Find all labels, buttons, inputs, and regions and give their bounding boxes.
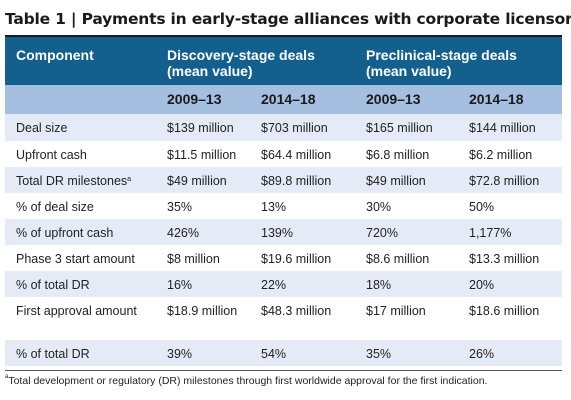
table-row: Phase 3 start amount $8 million $19.6 mill… [5,245,562,271]
row-label-text: % of total DR [16,278,90,292]
table-header-row: Component Discovery-stage deals (mean va… [5,37,562,85]
table-row: Upfront cash $11.5 million $64.4 million $6… [5,141,562,167]
table-row: Deal size $139 million $703 million $165 mi… [5,114,562,141]
row-label-text: Deal size [16,121,68,135]
table-cell: 35% [366,347,392,361]
header-preclinical-line2: (mean value) [366,63,452,79]
table-cell: 39% [167,347,193,361]
row-label: First approval amount [16,303,166,319]
table-cell: $8.6 million [366,252,430,266]
row-label-text: Phase 3 start amount [16,252,135,266]
row-label: % of total DR [16,346,166,362]
table-cell: 720% [366,226,398,240]
header-preclinical-line1: Preclinical-stage deals [366,47,517,63]
table-cell: $64.4 million [261,148,332,162]
table-cell: $703 million [261,121,328,135]
row-label: Upfront cash [16,147,166,163]
footnote-marker: a [5,374,9,380]
table-cell: $18.9 million [167,304,238,318]
table-cell: $49 million [366,174,426,188]
header-component: Component [16,47,94,63]
table-cell: 35% [167,200,193,214]
table-cell: $72.8 million [469,174,540,188]
table-cell: 13% [261,200,287,214]
table-row: % of total DR 39% 54% 35% 26% [5,340,562,366]
table-cell: 26% [469,347,495,361]
table-cell: $6.8 million [366,148,430,162]
table-cell: 50% [469,200,495,214]
table-cell: $18.6 million [469,304,540,318]
row-label: Total DR milestonesa [16,173,166,189]
row-label-text: Upfront cash [16,148,87,162]
footnote-rule [5,370,562,371]
table-cell: 22% [261,278,287,292]
table-body: Deal size $139 million $703 million $165 mi… [5,114,562,366]
row-label-text: % of total DR [16,347,90,361]
table-row: % of total DR 16% 22% 18% 20% [5,271,562,297]
table-row: First approval amount $18.9 million $48.3 … [5,297,562,340]
table-cell: $49 million [167,174,227,188]
subheader-preclinical-2014-18: 2014–18 [469,91,524,107]
row-label-text: Total DR milestones [16,174,128,188]
table-cell: $17 million [366,304,426,318]
table-cell: 54% [261,347,287,361]
row-label-text: % of upfront cash [16,226,114,240]
table-cell: $19.6 million [261,252,332,266]
table-cell: 426% [167,226,199,240]
title-rule [5,35,562,37]
row-label: Phase 3 start amount [16,251,166,267]
table-cell: $8 million [167,252,220,266]
payments-table: Component Discovery-stage deals (mean va… [5,37,562,366]
table-cell: $6.2 million [469,148,533,162]
row-label: Deal size [16,120,166,136]
table-cell: 18% [366,278,392,292]
table-cell: $89.8 million [261,174,332,188]
header-discovery-line2: (mean value) [167,63,253,79]
table-cell: 139% [261,226,293,240]
table-subheader-row: 2009–13 2014–18 2009–13 2014–18 [5,85,562,114]
table-cell: 30% [366,200,392,214]
table-cell: 1,177% [469,226,512,240]
row-label-text: % of deal size [16,200,94,214]
table-title: Table 1 | Payments in early-stage allian… [5,10,571,28]
table-cell: $13.3 million [469,252,540,266]
table-cell: $11.5 million [167,148,237,162]
row-label-text: First approval amount [16,304,137,318]
footnote-marker-ref: a [127,176,132,183]
subheader-discovery-2009-13: 2009–13 [167,91,222,107]
header-discovery-line1: Discovery-stage deals [167,47,315,63]
table-row: % of upfront cash 426% 139% 720% 1,177% [5,219,562,245]
footnote-text: Total development or regulatory (DR) mil… [8,375,488,387]
table-cell: 20% [469,278,495,292]
table-cell: $165 million [366,121,433,135]
table-row: Total DR milestonesa $49 million $89.8 mil… [5,167,562,193]
row-label: % of deal size [16,199,166,215]
table-cell: 16% [167,278,193,292]
header-preclinical: Preclinical-stage deals (mean value) [366,47,517,79]
row-label: % of total DR [16,277,166,293]
subheader-preclinical-2009-13: 2009–13 [366,91,421,107]
table-row: % of deal size 35% 13% 30% 50% [5,193,562,219]
footnote: aTotal development or regulatory (DR) mi… [5,374,488,387]
table-cell: $139 million [167,121,234,135]
table-cell: $48.3 million [261,304,332,318]
row-label: % of upfront cash [16,225,166,241]
table-cell: $144 million [469,121,536,135]
header-discovery: Discovery-stage deals (mean value) [167,47,315,79]
subheader-discovery-2014-18: 2014–18 [261,91,316,107]
